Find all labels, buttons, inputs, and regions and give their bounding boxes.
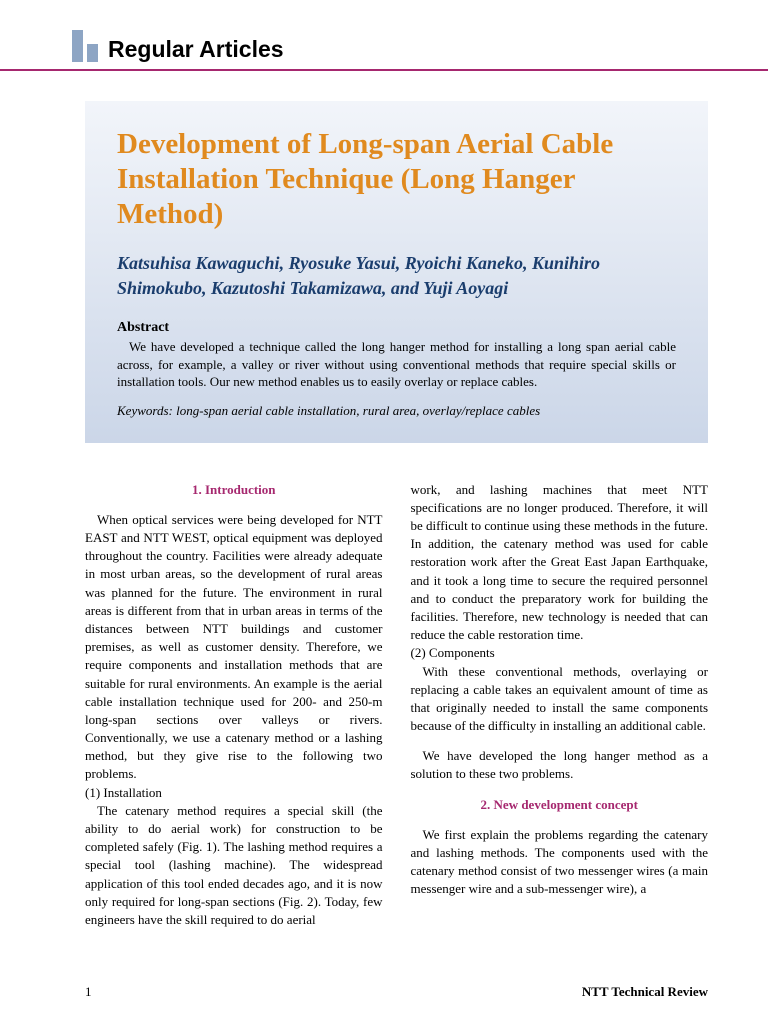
col1-item1-text: The catenary method requires a special s… bbox=[85, 802, 383, 929]
col1-para-1: When optical services were being develop… bbox=[85, 511, 383, 784]
abstract-heading: Abstract bbox=[117, 320, 676, 336]
col2-item2-label: (2) Components bbox=[411, 644, 709, 662]
header: Regular Articles bbox=[0, 0, 768, 71]
col2-para-4: We first explain the problems regarding … bbox=[411, 826, 709, 899]
bar-tall bbox=[72, 30, 83, 62]
column-right: work, and lashing machines that meet NTT… bbox=[411, 481, 709, 930]
authors: Katsuhisa Kawaguchi, Ryosuke Yasui, Ryoi… bbox=[117, 251, 676, 300]
col2-para-1: work, and lashing machines that meet NTT… bbox=[411, 481, 709, 645]
title-block: Development of Long-span Aerial Cable In… bbox=[85, 101, 708, 443]
body-columns: 1. Introduction When optical services we… bbox=[85, 481, 708, 930]
page-number: 1 bbox=[85, 984, 92, 1000]
section-1-heading: 1. Introduction bbox=[85, 481, 383, 499]
article-title: Development of Long-span Aerial Cable In… bbox=[117, 127, 676, 231]
col1-item1-label: (1) Installation bbox=[85, 784, 383, 802]
bar-short bbox=[87, 44, 98, 62]
footer: 1 NTT Technical Review bbox=[85, 984, 708, 1000]
header-row: Regular Articles bbox=[0, 30, 768, 65]
col2-para-3: We have developed the long hanger method… bbox=[411, 747, 709, 783]
header-decorative-bars bbox=[72, 30, 98, 62]
column-left: 1. Introduction When optical services we… bbox=[85, 481, 383, 930]
abstract-text: We have developed a technique called the… bbox=[117, 338, 676, 391]
journal-name: NTT Technical Review bbox=[582, 984, 708, 1000]
section-2-heading: 2. New development concept bbox=[411, 796, 709, 814]
section-label: Regular Articles bbox=[108, 36, 284, 63]
col2-item2-text: With these conventional methods, overlay… bbox=[411, 663, 709, 736]
keywords: Keywords: long-span aerial cable install… bbox=[117, 403, 676, 419]
header-divider bbox=[0, 69, 768, 71]
